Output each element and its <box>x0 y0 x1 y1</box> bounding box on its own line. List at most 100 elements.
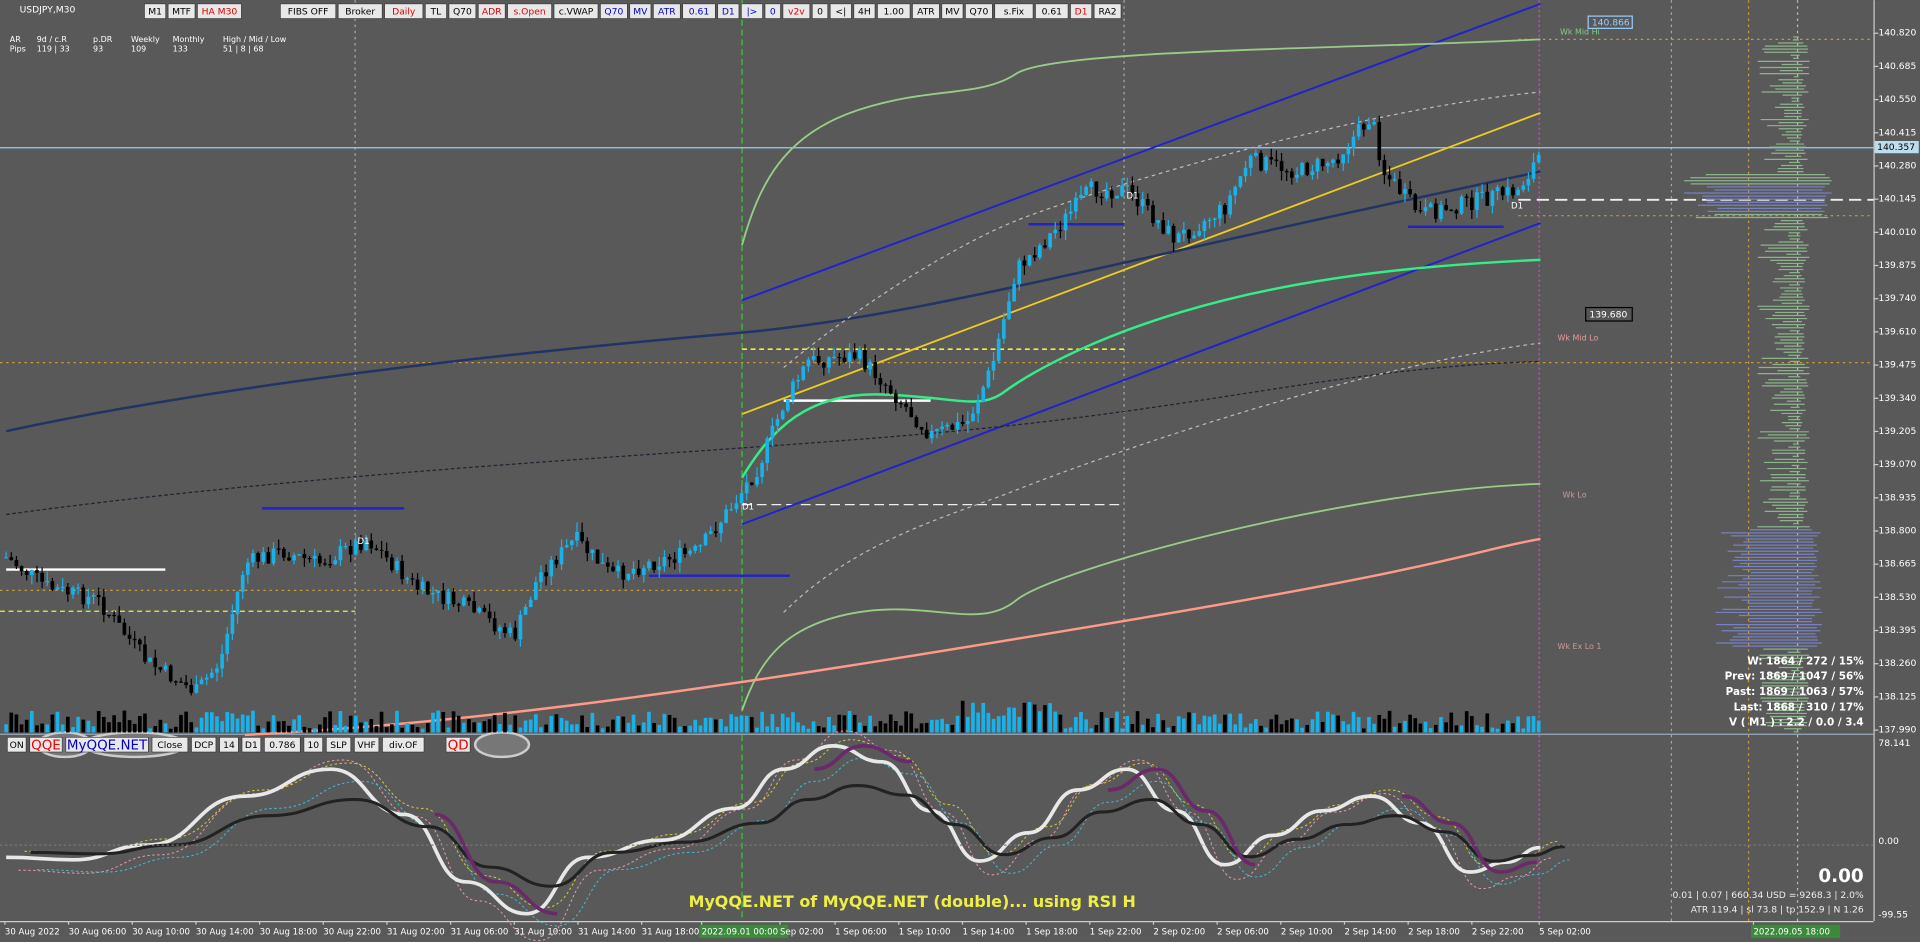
button-label[interactable]: RA2 <box>1099 6 1117 17</box>
button-label[interactable]: 14 <box>223 740 235 751</box>
toolbar-button[interactable] <box>448 3 477 19</box>
toolbar-button[interactable] <box>994 3 1034 19</box>
button-label[interactable]: M1 <box>148 6 162 17</box>
toolbar-button[interactable] <box>941 3 964 19</box>
button-label[interactable]: DCP <box>194 740 213 751</box>
button-label[interactable]: |> <box>747 6 758 17</box>
button-label[interactable]: s.Open <box>513 6 545 17</box>
button-label[interactable]: 0.61 <box>1042 6 1062 17</box>
toolbar-button[interactable] <box>425 3 447 19</box>
button-label[interactable]: Q70 <box>969 6 988 17</box>
volume-bar <box>693 719 698 733</box>
button-label[interactable]: VHF <box>357 740 375 751</box>
toolbar-button[interactable] <box>144 3 166 19</box>
toolbar-button[interactable] <box>965 3 993 19</box>
button-label[interactable]: 0.786 <box>269 740 295 751</box>
toolbar-button[interactable] <box>912 3 940 19</box>
indicator-button[interactable] <box>219 737 239 753</box>
button-label[interactable]: D1 <box>722 6 735 17</box>
button-label[interactable]: MV <box>945 6 960 17</box>
toolbar-button[interactable] <box>337 3 383 19</box>
candle-body <box>842 357 847 362</box>
button-label[interactable]: D1 <box>1075 6 1088 17</box>
toolbar-button[interactable] <box>717 3 740 19</box>
band-lower <box>741 482 1541 711</box>
toolbar-button[interactable] <box>853 3 876 19</box>
button-label[interactable]: QQE <box>31 738 61 753</box>
button-label[interactable]: 0.61 <box>689 6 709 17</box>
indicator-button[interactable] <box>354 737 380 753</box>
button-label[interactable]: Q70 <box>604 6 623 17</box>
button-label[interactable]: MV <box>633 6 648 17</box>
candle-body <box>1362 124 1366 130</box>
indicator-button[interactable] <box>326 737 352 753</box>
toolbar-button[interactable] <box>811 3 829 19</box>
toolbar-button[interactable] <box>653 3 681 19</box>
button-label[interactable]: ATR <box>658 6 676 17</box>
button-label[interactable]: Broker <box>345 6 375 17</box>
candle-body <box>606 562 610 567</box>
candle-body <box>359 540 363 551</box>
candle-body <box>1485 191 1490 206</box>
indicator-button[interactable] <box>65 737 149 753</box>
indicator-button[interactable] <box>264 737 301 753</box>
toolbar-button[interactable] <box>477 3 506 19</box>
button-label[interactable]: SLP <box>330 740 347 751</box>
toolbar-button[interactable] <box>1070 3 1092 19</box>
toolbar-button[interactable] <box>1093 3 1122 19</box>
button-label[interactable]: div.OF <box>389 740 418 751</box>
toolbar-button[interactable] <box>629 3 652 19</box>
button-label[interactable]: <| <box>835 6 846 17</box>
button-label[interactable]: ON <box>10 740 24 751</box>
button-label[interactable]: TL <box>430 6 443 17</box>
button-label[interactable]: Q70 <box>453 6 472 17</box>
toolbar-button[interactable] <box>384 3 424 19</box>
toolbar-button[interactable] <box>167 3 196 19</box>
indicator-button[interactable] <box>7 737 27 753</box>
indicator-button[interactable] <box>29 737 63 753</box>
button-label[interactable]: MTF <box>172 6 191 17</box>
indicator-button[interactable] <box>445 737 471 753</box>
toolbar-button[interactable] <box>782 3 811 19</box>
toolbar-button[interactable] <box>682 3 716 19</box>
indicator-button[interactable] <box>151 737 189 753</box>
button-label[interactable]: 10 <box>307 740 319 751</box>
toolbar-button[interactable] <box>1035 3 1069 19</box>
toolbar-button[interactable] <box>600 3 628 19</box>
button-label[interactable]: 0 <box>770 6 776 17</box>
candle-body <box>858 349 862 359</box>
button-label[interactable]: D1 <box>245 740 258 751</box>
indicator-button[interactable] <box>303 737 323 753</box>
button-label[interactable]: 4H <box>858 6 871 17</box>
toolbar-button[interactable] <box>829 3 852 19</box>
volume-bar <box>1516 716 1520 733</box>
candle-body <box>107 614 111 617</box>
button-label[interactable]: Close <box>157 740 182 751</box>
indicator-button[interactable] <box>241 737 262 753</box>
button-label[interactable]: v2v <box>788 6 805 17</box>
toolbar-button[interactable] <box>764 3 781 19</box>
button-label[interactable]: ADR <box>482 6 502 17</box>
button-label[interactable]: c.VWAP <box>559 6 594 17</box>
button-label[interactable]: MyQQE.NET <box>67 738 148 753</box>
toolbar-button[interactable] <box>280 3 337 19</box>
toolbar-button[interactable] <box>197 3 242 19</box>
button-label[interactable]: ATR <box>917 6 935 17</box>
toolbar-button[interactable] <box>553 3 599 19</box>
indicator-button[interactable] <box>382 737 425 753</box>
volume-bar <box>467 718 471 733</box>
volume-bar <box>513 715 518 733</box>
price-tag <box>1587 15 1633 29</box>
toolbar-button[interactable] <box>507 3 552 19</box>
button-label[interactable]: HA M30 <box>202 6 238 17</box>
button-label[interactable]: FIBS OFF <box>288 6 329 17</box>
button-label[interactable]: s.Fix <box>1004 6 1025 17</box>
toolbar-button[interactable] <box>877 3 911 19</box>
toolbar-button[interactable] <box>741 3 763 19</box>
candle-body <box>1464 196 1469 198</box>
button-label[interactable]: 1.00 <box>884 6 905 17</box>
button-label[interactable]: 0 <box>817 6 823 17</box>
indicator-button[interactable] <box>191 737 217 753</box>
button-label[interactable]: Daily <box>392 6 416 17</box>
button-label[interactable]: QD <box>448 738 469 753</box>
